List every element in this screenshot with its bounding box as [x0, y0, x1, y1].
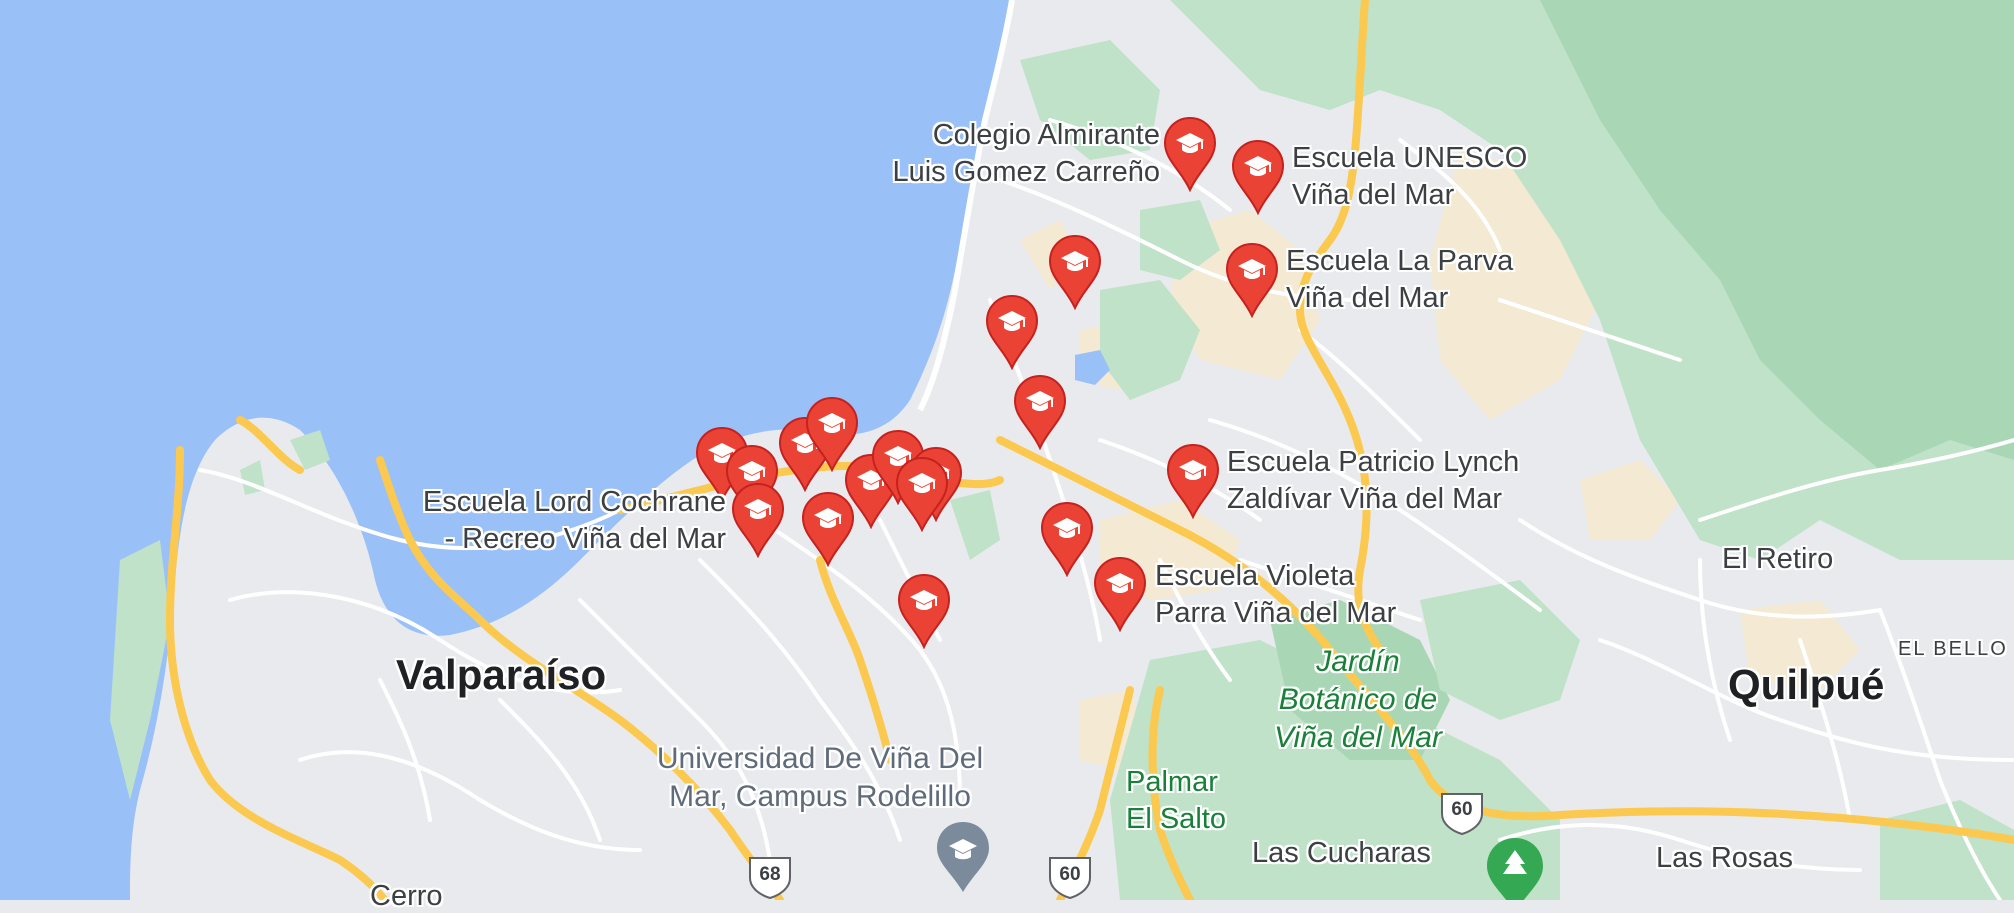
route-68-label: 68: [759, 864, 781, 885]
route-60-label: 60: [1059, 864, 1081, 885]
label-line: Parra Viña del Mar: [1155, 597, 1397, 629]
label-line: Escuela Lord Cochrane: [422, 486, 726, 518]
label-escuela-violeta-parra[interactable]: Escuela Violeta Parra Viña del Mar: [1155, 558, 1396, 632]
label-universidad-vina-del-mar[interactable]: Universidad De Viña Del Mar, Campus Rode…: [620, 740, 1020, 816]
school-poi-icon[interactable]: [937, 822, 989, 892]
label-line: Mar, Campus Rodelillo: [669, 780, 971, 813]
label-colegio-almirante[interactable]: Colegio Almirante Luis Gomez Carreño: [850, 117, 1160, 191]
route-shield-60b: [1441, 793, 1483, 836]
graduation-cap-icon: [871, 429, 925, 506]
city-valparaiso[interactable]: Valparaíso: [396, 651, 607, 698]
park-tree-icon[interactable]: [1487, 838, 1543, 900]
school-pin[interactable]: [1013, 374, 1067, 451]
label-line: El Salto: [1126, 803, 1226, 835]
school-pin[interactable]: [1225, 242, 1279, 319]
school-pin[interactable]: [1040, 501, 1094, 578]
town-el-retiro[interactable]: El Retiro: [1722, 543, 1834, 575]
graduation-cap-icon: [1040, 501, 1094, 578]
graduation-cap-icon: [895, 456, 949, 533]
town-el-bello[interactable]: EL BELLO: [1898, 638, 2008, 660]
route-shield-68: [749, 857, 791, 900]
graduation-cap-icon: [1013, 374, 1067, 451]
label-line: Escuela Violeta: [1155, 560, 1355, 592]
label-line: Viña del Mar: [1286, 282, 1449, 314]
school-pin[interactable]: [871, 429, 925, 506]
label-escuela-unesco[interactable]: Escuela UNESCO Viña del Mar: [1292, 140, 1527, 214]
label-line: Escuela La Parva: [1286, 245, 1514, 277]
town-cerro[interactable]: Cerro: [370, 880, 443, 912]
graduation-cap-icon: [805, 396, 859, 473]
lake: [1075, 350, 1110, 385]
label-line: Zaldívar Viña del Mar: [1227, 483, 1503, 515]
label-line: Botánico de: [1278, 683, 1438, 716]
graduation-cap-icon: [1225, 242, 1279, 319]
school-pin[interactable]: [1093, 556, 1147, 633]
graduation-cap-icon: [1163, 116, 1217, 193]
label-line: Luis Gomez Carreño: [892, 156, 1160, 188]
graduation-cap-icon: [1231, 139, 1285, 216]
school-pin[interactable]: [895, 456, 949, 533]
graduation-cap-icon: [1166, 443, 1220, 520]
school-pin[interactable]: [1163, 116, 1217, 193]
label-line: Colegio Almirante: [932, 119, 1160, 151]
label-line: Jardín: [1316, 645, 1400, 678]
graduation-cap-icon: [1093, 556, 1147, 633]
route-60-label-2: 60: [1451, 799, 1473, 820]
label-line: Viña del Mar: [1274, 721, 1442, 754]
school-pin[interactable]: [1048, 234, 1102, 311]
town-las-rosas[interactable]: Las Rosas: [1656, 842, 1794, 874]
graduation-cap-icon: [897, 573, 951, 650]
label-palmar-el-salto[interactable]: Palmar El Salto: [1126, 764, 1226, 838]
label-escuela-lord-cochrane[interactable]: Escuela Lord Cochrane - Recreo Viña del …: [376, 484, 726, 558]
coast-road: [917, 0, 1015, 412]
route-shield-60a: [1049, 857, 1091, 900]
label-escuela-la-parva[interactable]: Escuela La Parva Viña del Mar: [1286, 243, 1513, 317]
green-areas: [110, 0, 2014, 900]
graduation-cap-icon: [731, 482, 785, 559]
school-pin[interactable]: [897, 573, 951, 650]
label-escuela-patricio-lynch[interactable]: Escuela Patricio Lynch Zaldívar Viña del…: [1227, 444, 1519, 518]
town-las-cucharas[interactable]: Las Cucharas: [1252, 837, 1431, 869]
label-line: Palmar: [1126, 766, 1218, 798]
label-jardin-botanico[interactable]: Jardín Botánico de Viña del Mar: [1258, 643, 1458, 757]
graduation-cap-icon: [985, 294, 1039, 371]
graduation-cap-icon: [801, 491, 855, 568]
school-pin[interactable]: [805, 396, 859, 473]
school-pin[interactable]: [985, 294, 1039, 371]
graduation-cap-icon: [1048, 234, 1102, 311]
label-line: Escuela Patricio Lynch: [1227, 446, 1520, 478]
label-line: Universidad De Viña Del: [656, 742, 984, 775]
label-line: Escuela UNESCO: [1292, 142, 1528, 174]
city-quilpue[interactable]: Quilpué: [1728, 661, 1885, 708]
label-line: - Recreo Viña del Mar: [444, 523, 726, 555]
school-pin[interactable]: [1166, 443, 1220, 520]
school-pin[interactable]: [1231, 139, 1285, 216]
label-line: Viña del Mar: [1292, 179, 1455, 211]
ocean: [0, 0, 1010, 900]
school-pin[interactable]: [801, 491, 855, 568]
school-pin[interactable]: [731, 482, 785, 559]
